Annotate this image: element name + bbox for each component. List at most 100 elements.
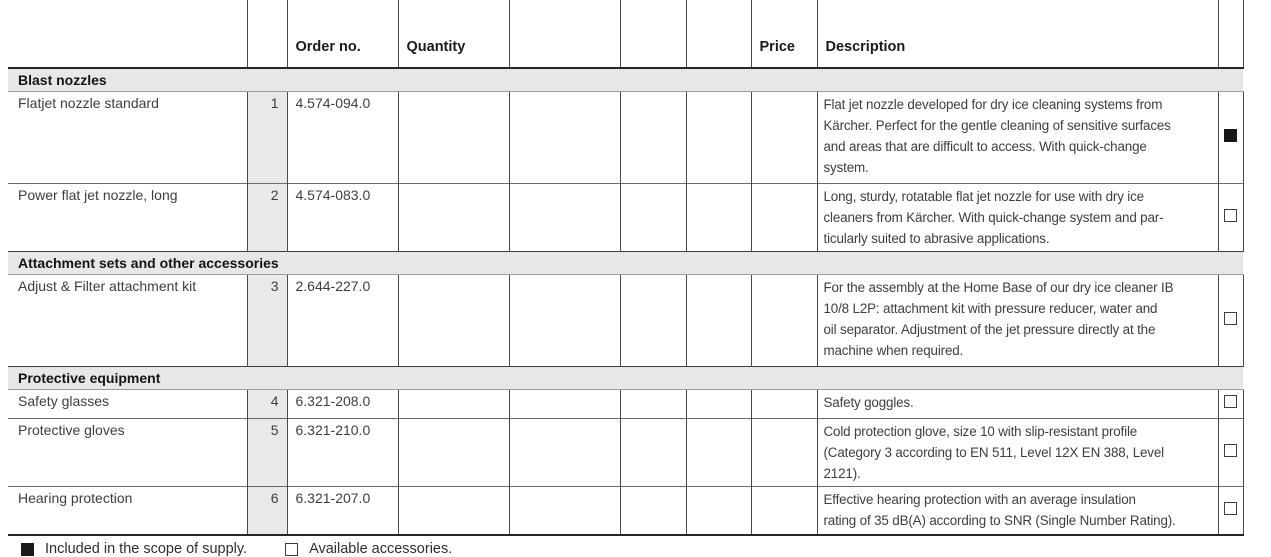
- quantity-cell: [398, 418, 510, 487]
- price-cell: [751, 389, 818, 419]
- empty-cell: [686, 486, 752, 535]
- legend-included-label: Included in the scope of supply.: [45, 541, 248, 557]
- empty-cell: [620, 486, 687, 535]
- empty-cell: [620, 91, 687, 184]
- empty-cell: [509, 418, 621, 487]
- table-row: Adjust & Filter attachment kit 3 2.644-227…: [8, 274, 1244, 367]
- description-line: Safety goggles.: [823, 395, 914, 410]
- order-number: 6.321-208.0: [287, 389, 399, 419]
- description-cell: Long, sturdy, rotatable flat jet nozzle …: [817, 183, 1219, 252]
- quantity-cell: [398, 274, 510, 367]
- quantity-cell: [398, 486, 510, 535]
- order-number: 6.321-207.0: [287, 486, 399, 535]
- empty-cell: [686, 389, 752, 419]
- section-row: Attachment sets and other accessories: [8, 251, 1243, 275]
- header-row: Order no. Quantity Price Description: [8, 0, 1244, 69]
- empty-cell: [509, 183, 621, 252]
- quantity-cell: [398, 183, 510, 252]
- order-number: 4.574-083.0: [287, 183, 399, 252]
- product-name: Protective gloves: [8, 418, 248, 487]
- quantity-cell: [398, 389, 510, 419]
- empty-cell: [620, 274, 687, 367]
- accessories-table: Order no. Quantity Price Description Bla…: [8, 0, 1244, 536]
- description-line: Kärcher. Perfect for the gentle cleaning…: [823, 118, 1171, 133]
- section-title: Protective equipment: [8, 366, 1243, 390]
- item-number: 6: [247, 486, 288, 535]
- description-line: 2121).: [823, 466, 861, 481]
- description-cell: Safety goggles.: [817, 389, 1219, 419]
- empty-cell: [620, 418, 687, 487]
- item-number: 4: [247, 389, 288, 419]
- header-checkbox-column: [1218, 0, 1244, 69]
- empty-cell: [509, 274, 621, 367]
- header-empty-3: [686, 0, 752, 69]
- header-empty-1: [509, 0, 621, 69]
- header-price: Price: [751, 0, 818, 69]
- included-checkbox-icon: [1224, 128, 1237, 142]
- description-cell: Effective hearing protection with an ave…: [817, 486, 1219, 535]
- description-line: Long, sturdy, rotatable flat jet nozzle …: [823, 189, 1145, 204]
- available-checkbox-icon: [1224, 395, 1237, 408]
- description-line: machine when required.: [823, 343, 964, 358]
- header-description: Description: [817, 0, 1219, 69]
- product-name: Adjust & Filter attachment kit: [8, 274, 248, 367]
- checkbox-cell: [1218, 418, 1244, 487]
- description-line: For the assembly at the Home Base of our…: [823, 280, 1174, 295]
- description-line: cleaners from Kärcher. With quick-change…: [823, 210, 1164, 225]
- table-row: Protective gloves 5 6.321-210.0 Cold protec…: [8, 418, 1244, 487]
- empty-cell: [686, 418, 752, 487]
- section-row: Protective equipment: [8, 366, 1243, 390]
- description-line: (Category 3 according to EN 511, Level 1…: [823, 445, 1165, 460]
- available-checkbox-icon: [1224, 443, 1237, 457]
- price-cell: [751, 91, 818, 184]
- empty-cell: [686, 183, 752, 252]
- available-checkbox-icon: [1224, 501, 1237, 515]
- header-item-number: [247, 0, 288, 69]
- order-number: 4.574-094.0: [287, 91, 399, 184]
- checkbox-cell: [1218, 183, 1244, 252]
- item-number: 1: [247, 91, 288, 184]
- section-title: Attachment sets and other accessories: [8, 251, 1243, 275]
- section-row: Blast nozzles: [8, 67, 1243, 92]
- checkbox-cell: [1218, 91, 1244, 184]
- legend-included: Included in the scope of supply.: [21, 541, 247, 557]
- description-cell: For the assembly at the Home Base of our…: [817, 274, 1219, 367]
- description-line: system.: [823, 160, 869, 175]
- empty-cell: [509, 389, 621, 419]
- quantity-cell: [398, 91, 510, 184]
- description-line: and areas that are difficult to access. …: [823, 139, 1147, 154]
- header-empty-2: [620, 0, 687, 69]
- price-cell: [751, 274, 818, 367]
- description-line: Effective hearing protection with an ave…: [823, 492, 1136, 507]
- empty-cell: [509, 91, 621, 184]
- header-quantity: Quantity: [398, 0, 510, 69]
- description-line: rating of 35 dB(A) according to SNR (Sin…: [823, 513, 1176, 528]
- empty-cell: [686, 274, 752, 367]
- section-title: Blast nozzles: [8, 67, 1243, 92]
- product-name: Flatjet nozzle standard: [8, 91, 248, 184]
- empty-cell: [620, 389, 687, 419]
- price-cell: [751, 486, 818, 535]
- description-line: Flat jet nozzle developed for dry ice cl…: [823, 97, 1163, 112]
- item-number: 2: [247, 183, 288, 252]
- checkbox-cell: [1218, 486, 1244, 535]
- empty-cell: [620, 183, 687, 252]
- available-checkbox-icon: [285, 542, 299, 556]
- checkbox-cell: [1218, 274, 1244, 367]
- description-line: 10/8 L2P: attachment kit with pressure r…: [823, 301, 1158, 316]
- available-checkbox-icon: [1224, 208, 1237, 222]
- description-cell: Flat jet nozzle developed for dry ice cl…: [817, 91, 1219, 184]
- description-line: Cold protection glove, size 10 with slip…: [823, 424, 1138, 439]
- table-row: Hearing protection 6 6.321-207.0 Effective …: [8, 486, 1244, 535]
- description-cell: Cold protection glove, size 10 with slip…: [817, 418, 1219, 487]
- legend-available-label: Available accessories.: [309, 541, 453, 557]
- legend: Included in the scope of supply. Availab…: [21, 541, 1271, 557]
- table-body: Blast nozzles Flatjet nozzle standard 1 4.5…: [8, 67, 1244, 535]
- order-number: 6.321-210.0: [287, 418, 399, 487]
- description-line: oil separator. Adjustment of the jet pre…: [823, 322, 1156, 337]
- product-name: Hearing protection: [8, 486, 248, 535]
- table-row: Safety glasses 4 6.321-208.0 Safety goggles…: [8, 389, 1244, 419]
- table-row: Flatjet nozzle standard 1 4.574-094.0 Flat …: [8, 91, 1244, 184]
- table-row: Power flat jet nozzle, long 2 4.574-083.0 L…: [8, 183, 1244, 252]
